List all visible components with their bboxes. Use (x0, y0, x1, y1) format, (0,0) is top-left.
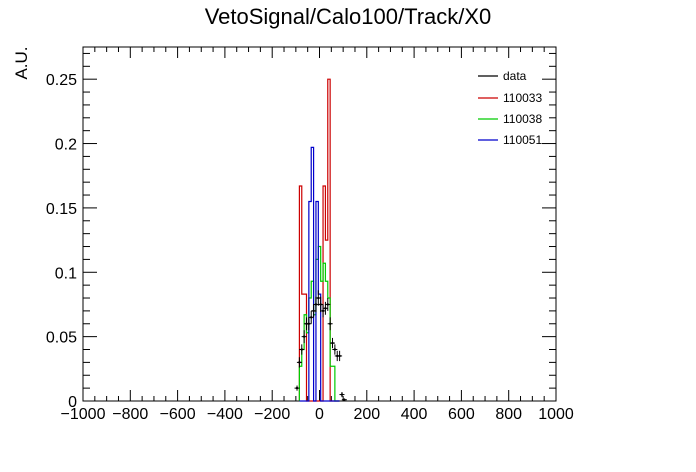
x-tick-label: 400 (401, 406, 428, 423)
data-point (333, 348, 337, 351)
chart-title: VetoSignal/Calo100/Track/X0 (205, 4, 492, 29)
legend: data 110033 110038 110051 (478, 69, 542, 147)
data-point (331, 341, 334, 345)
data-point (326, 303, 329, 306)
data-point (314, 303, 318, 306)
x-tick-label: −800 (112, 406, 148, 423)
legend-label: data (503, 69, 527, 83)
data-point (300, 348, 303, 351)
y-axis-title: A.U. (12, 46, 31, 79)
data-point (324, 307, 327, 310)
data-point (328, 322, 332, 325)
x-tick-label: 800 (495, 406, 522, 423)
y-tick-label: 0 (68, 394, 77, 411)
data-point (312, 309, 315, 313)
x-tick-label: 1000 (538, 406, 574, 423)
data-point (321, 309, 325, 313)
x-tick-label: −1000 (61, 406, 106, 423)
legend-label: 110038 (503, 112, 542, 126)
series-layer (294, 78, 347, 402)
x-tick-label: 0 (315, 406, 324, 423)
data-point (295, 386, 299, 390)
x-tick-label: −400 (207, 406, 243, 423)
y-tick-label: 0.15 (46, 201, 77, 218)
y-tick-label: 0.2 (55, 137, 77, 154)
y-tick-label: 0.1 (55, 265, 77, 282)
plot-frame (82, 46, 557, 402)
x-tick-label: 600 (448, 406, 475, 423)
series-step-110051 (299, 146, 340, 402)
y-tick-label: 0.25 (46, 72, 77, 89)
data-point (310, 316, 313, 319)
data-point (343, 398, 346, 401)
data-point (307, 322, 311, 325)
y-tick-label: 0.05 (46, 330, 77, 347)
axis-ticks: −1000 −800 −600 −400 −200 0 200 400 600 800 1000 0 0… (46, 47, 574, 423)
data-point (298, 361, 301, 364)
legend-label: 110051 (503, 133, 542, 147)
x-tick-label: −200 (254, 406, 290, 423)
x-tick-label: 200 (353, 406, 380, 423)
series-step-110033 (298, 78, 340, 402)
x-tick-label: −600 (160, 406, 196, 423)
legend-label: 110033 (503, 91, 542, 105)
data-point (319, 303, 322, 306)
data-point (338, 354, 341, 358)
data-point (317, 296, 320, 300)
data-point (302, 335, 306, 338)
data-point (340, 393, 344, 396)
